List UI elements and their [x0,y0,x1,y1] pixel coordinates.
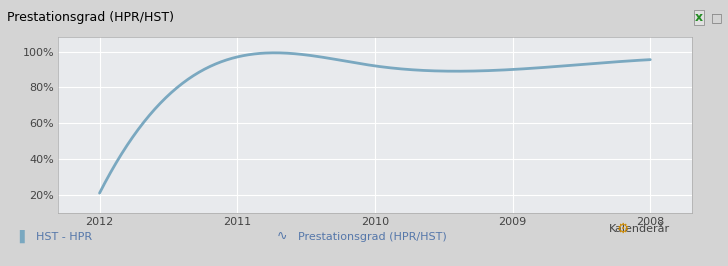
Text: ∿: ∿ [277,230,287,243]
Text: Prestationsgrad (HPR/HST): Prestationsgrad (HPR/HST) [7,11,174,24]
Text: Kalenderår: Kalenderår [609,224,670,234]
Text: Prestationsgrad (HPR/HST): Prestationsgrad (HPR/HST) [298,232,447,242]
Text: □: □ [711,11,723,24]
Text: HST - HPR: HST - HPR [36,232,92,242]
Text: ▐: ▐ [15,230,24,243]
Text: x: x [695,11,703,24]
Text: ⚙: ⚙ [616,222,629,236]
